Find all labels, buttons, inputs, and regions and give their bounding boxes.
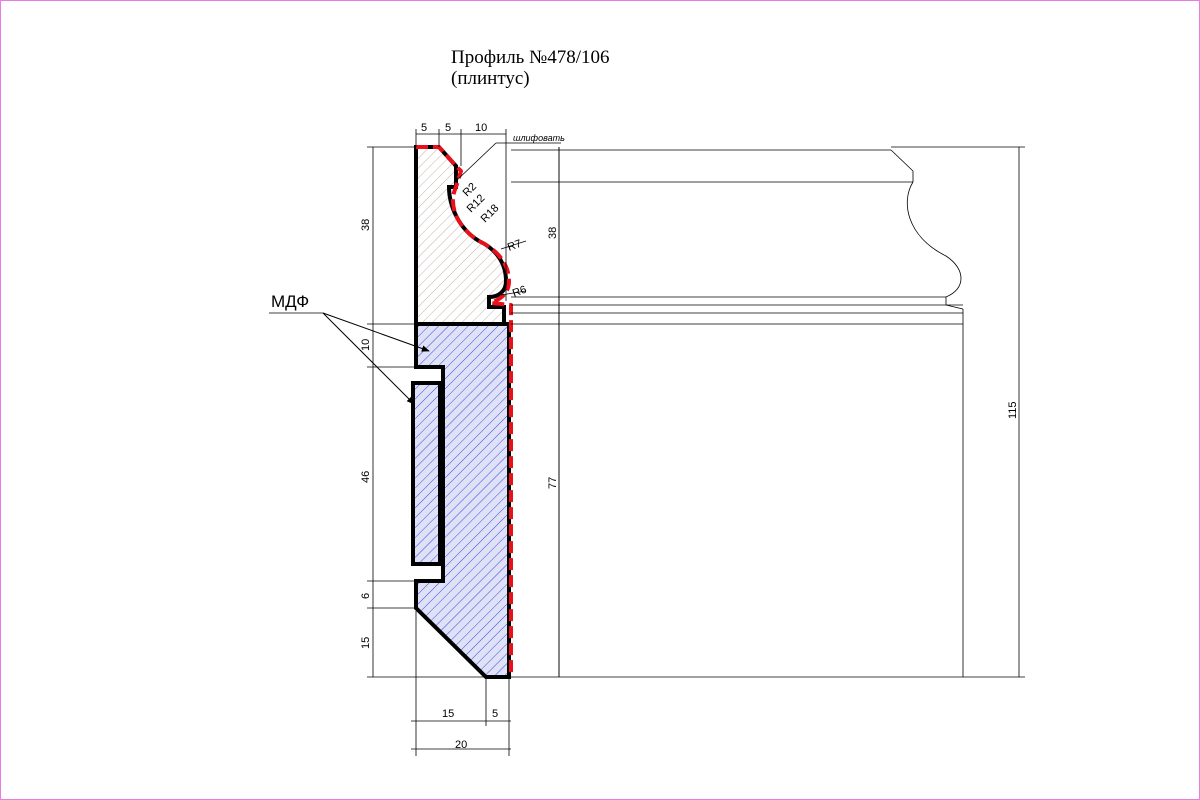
groove-insert <box>411 381 442 566</box>
dim-left-10: 10 <box>360 339 372 351</box>
radius-r6: R6 <box>511 284 528 300</box>
dim-left-15: 15 <box>360 637 372 649</box>
sanding-note: шлифовать <box>513 133 565 143</box>
dim-mid-38: 38 <box>547 227 559 239</box>
lower-profile-hatch <box>416 324 509 677</box>
dim-total-width: 20 <box>455 739 467 751</box>
material-label: МДФ <box>271 292 309 311</box>
radius-r7: R7 <box>506 238 523 254</box>
title-line-1: Профиль №478/106 <box>451 47 610 68</box>
dim-top-3: 10 <box>475 122 487 134</box>
upper-profile-hatch <box>416 147 506 324</box>
dim-mid-77: 77 <box>547 477 559 489</box>
dim-left-6: 6 <box>360 593 372 599</box>
dimension-texts: 5 5 10 38 10 46 6 15 38 77 115 15 5 20 ш… <box>271 122 1019 751</box>
sanding-line <box>416 145 513 677</box>
dimension-lines <box>269 129 1025 756</box>
dim-left-46: 46 <box>360 471 372 483</box>
dim-bottom-15: 15 <box>442 708 454 720</box>
front-elevation <box>511 147 964 678</box>
title-line-2: (плинтус) <box>451 68 530 89</box>
dim-total-height: 115 <box>1007 401 1019 419</box>
dim-top-1: 5 <box>421 122 427 134</box>
dim-top-2: 5 <box>445 122 451 134</box>
profile-section <box>411 145 513 679</box>
drawing-title: Профиль №478/106 (плинтус) <box>451 47 610 89</box>
dim-bottom-5: 5 <box>492 708 498 720</box>
dim-left-38: 38 <box>360 219 372 231</box>
